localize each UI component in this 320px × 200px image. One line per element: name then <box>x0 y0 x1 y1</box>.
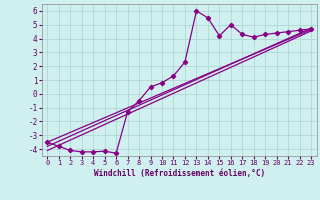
X-axis label: Windchill (Refroidissement éolien,°C): Windchill (Refroidissement éolien,°C) <box>94 169 265 178</box>
